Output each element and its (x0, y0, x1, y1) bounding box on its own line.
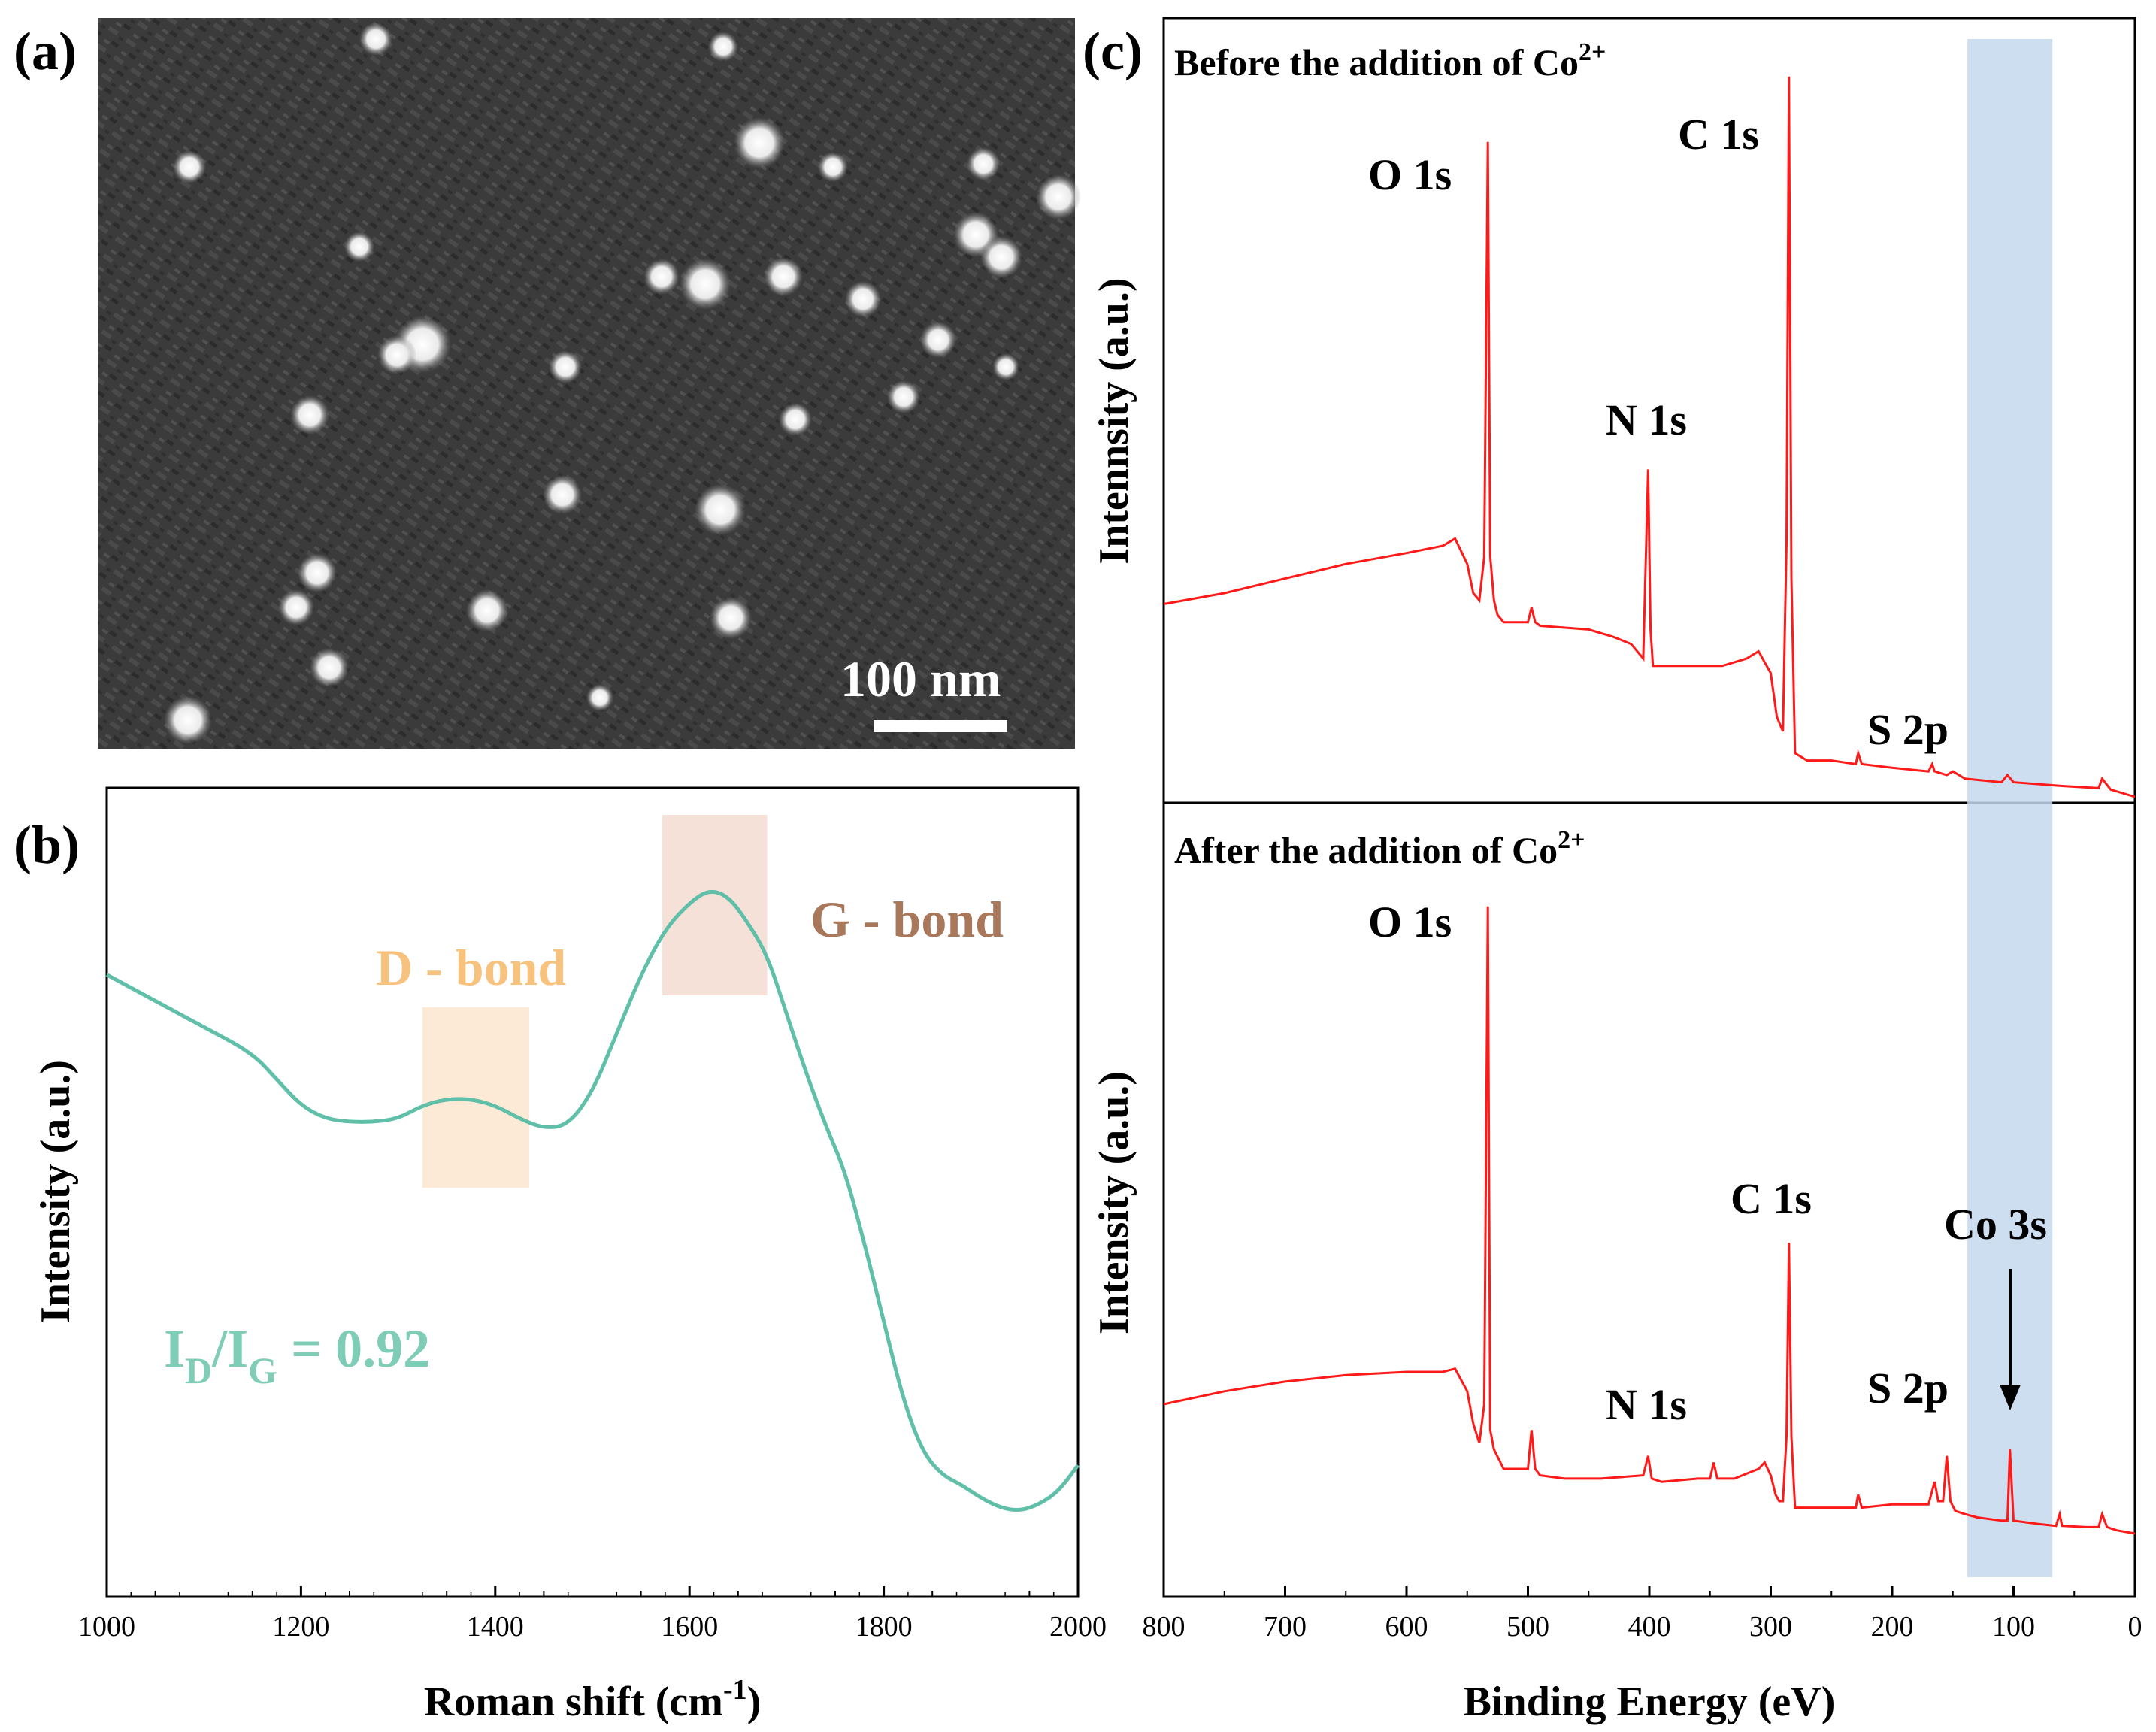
xps-after-series-line (1163, 906, 2136, 1535)
g-band-label: G - bond (810, 891, 1004, 948)
intensity-ratio-label: ID/IG = 0.92 (164, 1319, 430, 1391)
xps-x-tick-label: 600 (1385, 1611, 1428, 1643)
xps-x-tick-label: 500 (1506, 1611, 1549, 1643)
raman-x-tick-label: 1800 (855, 1611, 913, 1643)
nanoparticle-dot (695, 484, 746, 535)
nanoparticle-dot (845, 281, 881, 317)
raman-y-axis-label: Intensity (a.u.) (32, 1060, 79, 1323)
panel-a: (a) 100 nm (14, 18, 1081, 749)
panel-c: (c) 800 700 600 500 400 300 200 100 0 Before the… (1083, 17, 2142, 1725)
nanoparticle-dot (290, 395, 329, 435)
bottom-peak-label-n1s: N 1s (1606, 1380, 1687, 1429)
tem-image (98, 18, 1075, 749)
g-band-box (662, 815, 768, 995)
nanoparticle-dot (173, 150, 206, 183)
xps-x-tick-label: 400 (1628, 1611, 1671, 1643)
nanoparticle-dot (967, 147, 1000, 180)
nanoparticle-dot (643, 259, 680, 295)
xps-x-axis-label: Binding Energy (eV) (1464, 1679, 1836, 1725)
xps-bottom-y-axis-label: Intensity (a.u.) (1091, 1071, 1137, 1334)
nanoparticles (164, 23, 1081, 744)
nanoparticle-dot (359, 23, 392, 56)
nanoparticle-dot (377, 335, 416, 374)
bottom-peak-label-o1s: O 1s (1368, 898, 1452, 946)
top-peak-label-o1s: O 1s (1368, 150, 1452, 199)
raman-x-axis-label: Roman shift (cm-1) (424, 1674, 762, 1725)
nanoparticle-dot (710, 597, 752, 639)
raman-series-line (105, 889, 1080, 1512)
bottom-peak-label-c1s: C 1s (1731, 1174, 1812, 1223)
nanoparticle-dot (543, 475, 582, 514)
nanoparticle-dot (310, 648, 349, 687)
nanoparticle-dot (920, 322, 956, 358)
nanoparticle-dot (466, 589, 508, 631)
xps-top-title: Before the addition of Co2+ (1174, 38, 1606, 83)
top-peak-label-s2p: S 2p (1867, 705, 1949, 754)
nanoparticle-dot (298, 553, 337, 592)
panel-b-label: (b) (14, 815, 80, 875)
xps-x-tick-label: 800 (1143, 1611, 1185, 1643)
panel-a-label: (a) (14, 21, 77, 81)
raman-x-axis: 1000 1200 1400 1600 1800 2000 (78, 1586, 1107, 1643)
bottom-peak-label-co3s: Co 3s (1944, 1200, 2047, 1249)
nanoparticle-dot (779, 403, 812, 436)
nanoparticle-dot (992, 353, 1019, 380)
raman-x-tick-label: 1000 (78, 1611, 135, 1643)
co3s-arrow-head (2000, 1385, 2021, 1410)
nanoparticle-dot (586, 684, 613, 711)
nanoparticle-dot (818, 152, 848, 182)
xps-x-axis: 800 700 600 500 400 300 200 100 0 (1143, 1586, 2142, 1643)
xps-x-tick-label: 100 (1992, 1611, 2035, 1643)
xps-x-tick-label: 0 (2128, 1611, 2142, 1643)
top-peak-label-c1s: C 1s (1678, 110, 1759, 159)
nanoparticle-dot (680, 259, 731, 310)
raman-plot-frame (105, 786, 1080, 1598)
raman-x-tick-label: 1600 (661, 1611, 718, 1643)
raman-x-tick-label: 1400 (467, 1611, 524, 1643)
xps-bottom-title: After the addition of Co2+ (1174, 826, 1585, 871)
nanoparticle-dot (549, 350, 582, 383)
nanoparticle-dot (278, 589, 314, 625)
xps-top-y-axis-label: Intennsity (a.u.) (1091, 277, 1137, 564)
panel-c-label: (c) (1083, 21, 1143, 81)
xps-x-tick-label: 300 (1749, 1611, 1792, 1643)
d-band-box (422, 1007, 530, 1188)
xps-x-tick-label: 200 (1871, 1611, 1914, 1643)
panel-b: (b) 1000 1200 1400 1600 1800 2000 D - bond G … (14, 786, 1107, 1725)
scale-bar (874, 720, 1007, 732)
top-peak-label-n1s: N 1s (1606, 395, 1687, 444)
xps-before-series-line (1163, 76, 2136, 798)
nanoparticle-dot (164, 696, 212, 744)
scale-bar-label: 100 nm (840, 650, 1001, 707)
nanoparticle-dot (764, 257, 803, 296)
nanoparticle-dot (344, 232, 374, 262)
nanoparticle-dot (980, 236, 1022, 278)
nanoparticle-dot (887, 380, 920, 413)
nanoparticle-dot (734, 117, 785, 168)
bottom-peak-label-s2p: S 2p (1867, 1364, 1949, 1413)
d-band-label: D - bond (376, 939, 566, 996)
nanoparticle-dot (1036, 174, 1081, 220)
raman-x-tick-label: 2000 (1049, 1611, 1107, 1643)
xps-x-tick-label: 700 (1264, 1611, 1307, 1643)
raman-x-tick-label: 1200 (272, 1611, 329, 1643)
nanoparticle-dot (708, 32, 738, 62)
